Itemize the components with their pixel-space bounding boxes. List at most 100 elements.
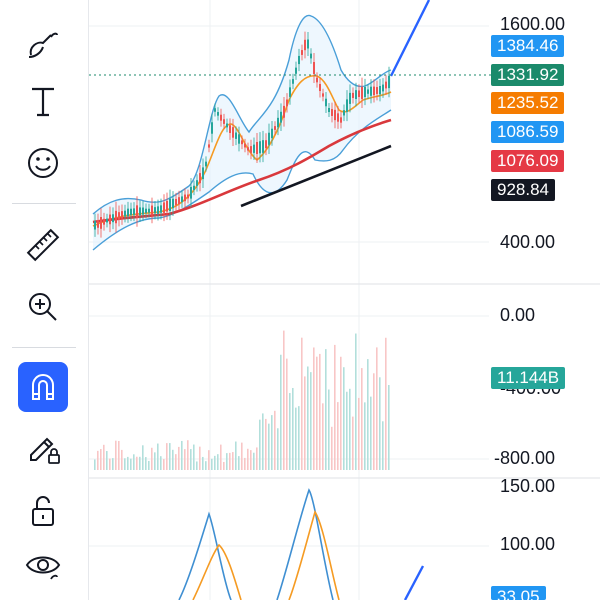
chart-area[interactable] xyxy=(89,0,600,600)
volume-bar xyxy=(196,461,198,470)
price-axis-tick: 400.00 xyxy=(500,232,556,252)
volume-bar xyxy=(313,347,315,470)
volume-bar xyxy=(355,333,357,470)
volume-bar xyxy=(151,447,153,470)
candle-body xyxy=(289,87,291,97)
candle-body xyxy=(277,117,279,128)
candle-body xyxy=(280,111,282,123)
emoji-tool-button[interactable] xyxy=(18,138,68,188)
candle-body xyxy=(217,112,219,116)
volume-bar xyxy=(385,337,387,470)
volume-bar xyxy=(208,450,210,470)
candlestick-series xyxy=(94,31,390,238)
candle-body xyxy=(169,198,171,212)
volume-bar xyxy=(169,443,171,470)
candle-body xyxy=(352,92,354,98)
candle-body xyxy=(181,196,183,203)
volume-bar xyxy=(310,372,312,470)
hide-drawings-button[interactable] xyxy=(18,540,68,590)
candle-body xyxy=(331,109,333,116)
volume-bar xyxy=(325,349,327,470)
candle-body xyxy=(130,208,132,216)
price-tag: 1086.59 xyxy=(491,121,565,143)
volume-bar xyxy=(154,452,156,470)
pencil-lock-icon xyxy=(30,437,60,464)
oscillator-axis-tick: 100.00 xyxy=(500,534,556,554)
candle-body xyxy=(283,105,285,118)
volume-bar xyxy=(163,459,165,470)
volume-bar xyxy=(346,391,348,470)
volume-bar xyxy=(316,356,318,470)
candle-body xyxy=(376,87,378,94)
volume-bar xyxy=(280,354,282,470)
volume-bar xyxy=(130,458,132,470)
price-axis-tick: -800.00 xyxy=(494,448,556,468)
candle-body xyxy=(385,81,387,89)
volume-bar xyxy=(235,441,237,470)
volume-bar xyxy=(358,397,360,470)
candle-body xyxy=(295,67,297,74)
bollinger-upper-line xyxy=(92,14,392,215)
volume-bar xyxy=(283,330,285,470)
candle-body xyxy=(187,194,189,199)
brush-tool-button[interactable] xyxy=(18,20,68,70)
candle-body xyxy=(379,85,381,95)
candle-body xyxy=(382,84,384,92)
zoom-tool-button[interactable] xyxy=(18,282,68,332)
volume-bar xyxy=(199,446,201,470)
candle-body xyxy=(298,55,300,65)
volume-bar xyxy=(175,454,177,470)
volume-bar xyxy=(184,449,186,470)
moving-average-red xyxy=(92,118,392,224)
brush-icon xyxy=(28,32,58,58)
candle-body xyxy=(346,99,348,112)
candle-body xyxy=(133,208,135,215)
volume-bar xyxy=(388,385,390,470)
volume-bar xyxy=(364,402,366,470)
candle-body xyxy=(244,143,246,148)
candle-body xyxy=(166,200,168,212)
candle-body xyxy=(256,142,258,154)
lock-drawings-button[interactable] xyxy=(18,422,68,472)
volume-bar xyxy=(334,344,336,470)
candle-body xyxy=(307,39,309,49)
volume-bar xyxy=(115,440,117,470)
volume-bar xyxy=(352,416,354,470)
candle-body xyxy=(316,77,318,83)
volume-bar xyxy=(268,423,270,470)
volume-bar xyxy=(337,402,339,470)
candle-body xyxy=(292,79,294,84)
candle-body xyxy=(115,210,117,224)
volume-bar xyxy=(259,419,261,470)
candle-body xyxy=(202,167,204,180)
candle-body xyxy=(106,218,108,223)
volume-bar xyxy=(109,458,111,470)
oscillator-orange-line xyxy=(192,510,340,600)
candle-body xyxy=(157,206,159,214)
candle-body xyxy=(271,128,273,139)
volume-bar xyxy=(253,452,255,470)
price-tag: 1331.92 xyxy=(491,64,565,86)
candle-body xyxy=(103,218,105,225)
candle-body xyxy=(199,173,201,184)
ruler-tool-button[interactable] xyxy=(18,220,68,270)
volume-bar xyxy=(328,389,330,470)
volume-bar xyxy=(187,440,189,470)
candle-body xyxy=(355,90,357,100)
candle-body xyxy=(373,86,375,96)
volume-bar xyxy=(277,428,279,470)
unlock-button[interactable] xyxy=(18,486,68,536)
volume-bar xyxy=(271,415,273,470)
candle-body xyxy=(364,86,366,98)
price-tag: 928.84 xyxy=(491,179,555,201)
candle-body xyxy=(214,108,216,112)
candle-body xyxy=(388,75,390,89)
candle-body xyxy=(253,144,255,153)
volume-bar xyxy=(160,456,162,470)
volume-bar xyxy=(214,455,216,470)
text-tool-button[interactable] xyxy=(18,76,68,126)
volume-bar xyxy=(190,449,192,470)
magnet-tool-button[interactable] xyxy=(18,362,68,412)
oscillator-blue-line xyxy=(178,488,334,600)
candle-body xyxy=(184,194,186,202)
